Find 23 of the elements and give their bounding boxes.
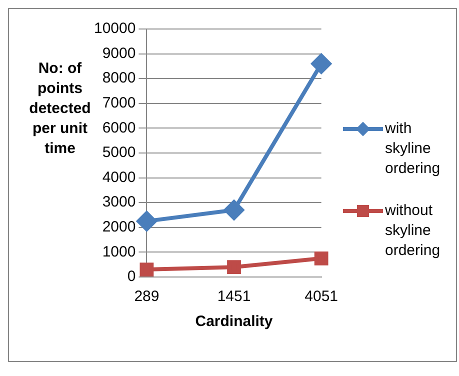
point: [227, 260, 241, 274]
y-tick-label: 10000: [94, 20, 136, 38]
y-tick-label: 5000: [102, 144, 136, 162]
y-tick-label: 6000: [102, 119, 136, 136]
x-tick-label: 4051: [304, 288, 338, 306]
x-tick-label: 1451: [217, 288, 251, 306]
point: [224, 200, 244, 220]
y-tick-label: 1000: [102, 243, 136, 260]
point: [311, 54, 332, 74]
y-tick-label: 8000: [102, 70, 136, 87]
y-tick-label: 2000: [102, 218, 136, 236]
y-tick-label: 0: [127, 268, 136, 286]
point: [136, 211, 157, 232]
point: [314, 251, 328, 266]
legend-label: with skyline ordering: [385, 119, 442, 179]
y-tick-label: 9000: [102, 44, 136, 62]
x-tick-label: 289: [134, 288, 160, 306]
y-tick-label: 7000: [102, 94, 136, 112]
legend-label: without skyline ordering: [385, 201, 442, 261]
y-axis-title: No: of points detected per unit time: [28, 59, 92, 159]
x-axis-title: Cardinality: [195, 313, 274, 330]
y-tick-label: 4000: [102, 168, 136, 186]
y-tick-label: 3000: [102, 194, 136, 211]
